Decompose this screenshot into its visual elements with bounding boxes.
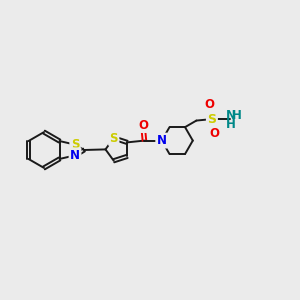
Text: H: H bbox=[232, 109, 242, 122]
Text: O: O bbox=[138, 118, 148, 132]
Text: O: O bbox=[209, 127, 219, 140]
Text: N: N bbox=[157, 134, 167, 147]
Text: N: N bbox=[225, 109, 236, 122]
Text: H: H bbox=[226, 118, 236, 131]
Text: S: S bbox=[110, 131, 118, 145]
Text: S: S bbox=[71, 138, 79, 151]
Text: O: O bbox=[205, 98, 214, 111]
Text: S: S bbox=[207, 112, 216, 126]
Text: N: N bbox=[70, 149, 80, 162]
